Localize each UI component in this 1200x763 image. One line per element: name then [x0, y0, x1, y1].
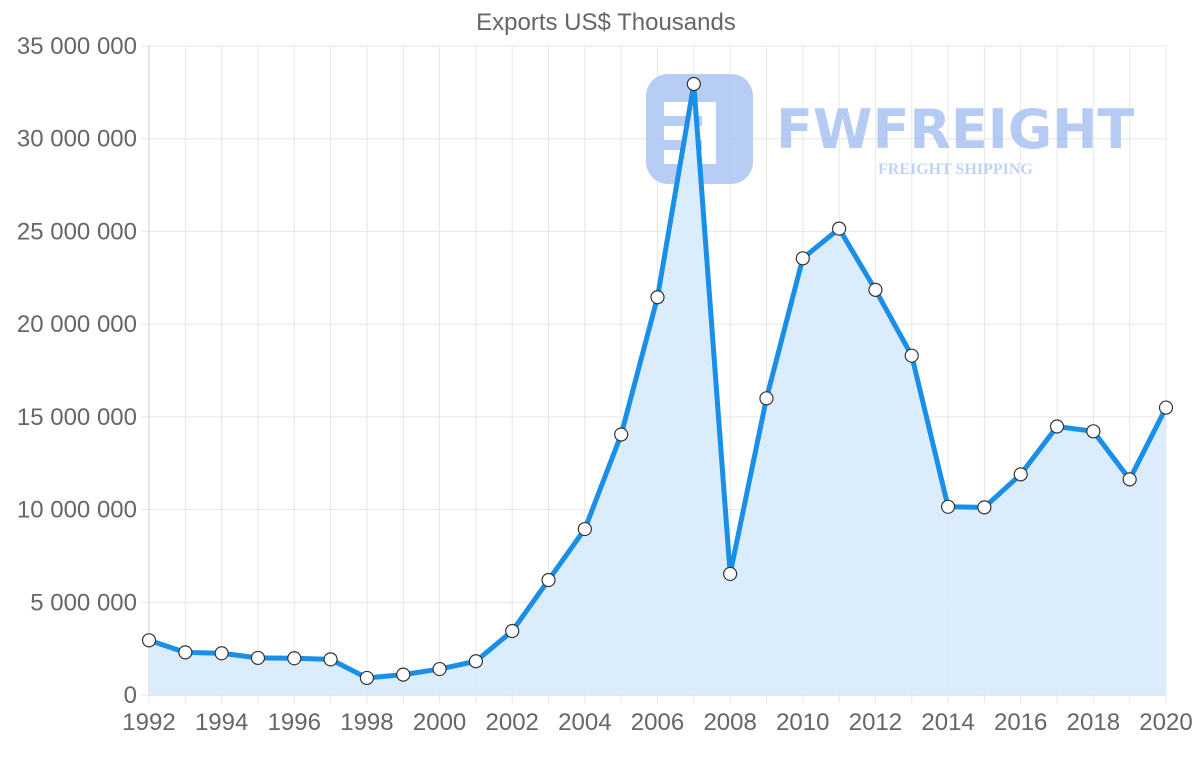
data-point-1998[interactable]	[359, 670, 375, 686]
watermark: FWFREIGHT FREIGHT SHIPPING	[646, 74, 1134, 184]
data-point-2009[interactable]	[759, 391, 774, 406]
x-tick-label: 2020	[1139, 709, 1192, 736]
x-tick-label: 2002	[486, 709, 539, 736]
data-point-1997[interactable]	[323, 652, 338, 667]
data-point-2005[interactable]	[614, 427, 629, 442]
data-point-2020[interactable]	[1158, 400, 1174, 415]
data-point-2015[interactable]	[977, 500, 992, 515]
x-tick-label: 2008	[703, 709, 756, 736]
x-tick-label: 2000	[413, 709, 466, 736]
data-point-2008[interactable]	[723, 566, 738, 582]
data-point-2016[interactable]	[1013, 467, 1028, 482]
x-tick-label: 2010	[776, 709, 829, 736]
data-point-2000[interactable]	[432, 661, 447, 677]
y-tick-label: 25 000 000	[17, 218, 137, 245]
data-point-2001[interactable]	[468, 654, 483, 669]
data-point-1994[interactable]	[214, 646, 229, 661]
data-point-2012[interactable]	[868, 282, 883, 297]
data-point-1993[interactable]	[178, 645, 193, 660]
data-point-1996[interactable]	[287, 651, 302, 666]
data-point-2014[interactable]	[940, 499, 956, 514]
y-axis-ticks: 0 5 000 000 10 000 000 15 000 000 20 000 000…	[17, 33, 137, 709]
data-point-2013[interactable]	[904, 348, 919, 363]
data-point-1999[interactable]	[396, 667, 411, 682]
x-tick-label: 2006	[631, 709, 684, 736]
data-point-1992[interactable]	[141, 633, 157, 648]
x-tick-label: 1998	[340, 709, 393, 736]
x-tick-label: 2012	[849, 709, 902, 736]
y-tick-label: 15 000 000	[17, 404, 137, 431]
data-point-2006[interactable]	[650, 290, 665, 305]
data-point-2017[interactable]	[1049, 419, 1065, 434]
y-tick-label: 20 000 000	[17, 311, 137, 338]
x-tick-label: 2014	[921, 709, 974, 736]
series-area	[149, 84, 1166, 695]
data-point-2004[interactable]	[577, 521, 592, 537]
watermark-tagline: FREIGHT SHIPPING	[878, 161, 1033, 178]
data-point-2007[interactable]	[686, 76, 701, 92]
data-point-2010[interactable]	[795, 251, 810, 266]
data-point-2003[interactable]	[541, 572, 556, 588]
watermark-name: FWFREIGHT	[776, 98, 1134, 161]
y-tick-label: 10 000 000	[17, 497, 137, 524]
x-tick-label: 2004	[558, 709, 611, 736]
x-tick-label: 2018	[1067, 709, 1120, 736]
y-tick-label: 0	[124, 682, 137, 709]
data-point-1995[interactable]	[250, 650, 266, 666]
x-tick-label: 1994	[195, 709, 248, 736]
y-tick-label: 5 000 000	[30, 589, 137, 616]
data-point-2019[interactable]	[1122, 472, 1137, 487]
y-tick-label: 35 000 000	[17, 33, 137, 60]
chart-title: Exports US$ Thousands	[476, 9, 736, 36]
y-tick-label: 30 000 000	[17, 126, 137, 153]
x-tick-label: 1996	[268, 709, 321, 736]
x-axis-ticks: 1992 1994 1996 1998 2000 2002 2004 2006 2008 2010…	[122, 709, 1192, 736]
x-tick-label: 1992	[122, 709, 175, 736]
data-point-2018[interactable]	[1086, 424, 1101, 439]
data-points	[141, 76, 1174, 686]
data-point-2002[interactable]	[505, 623, 520, 639]
x-tick-label: 2016	[994, 709, 1047, 736]
data-point-2011[interactable]	[832, 221, 847, 236]
